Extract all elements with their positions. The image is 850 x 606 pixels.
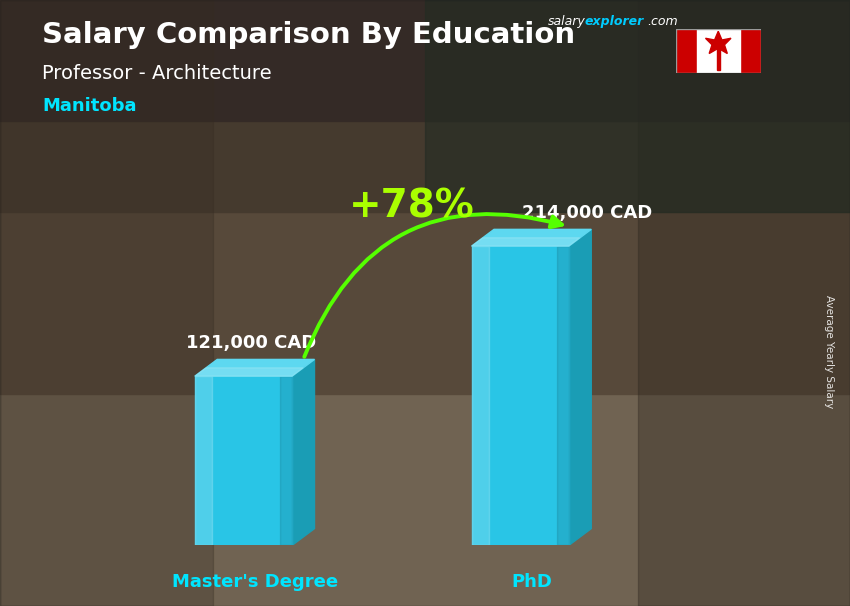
Text: explorer: explorer bbox=[585, 15, 644, 28]
Text: PhD: PhD bbox=[511, 573, 552, 591]
Polygon shape bbox=[195, 368, 303, 376]
Bar bbox=[0, 394, 850, 606]
Bar bbox=[740, 29, 761, 73]
Polygon shape bbox=[569, 229, 592, 545]
Text: .com: .com bbox=[648, 15, 678, 28]
Polygon shape bbox=[717, 48, 720, 70]
Bar bbox=[0, 121, 850, 212]
Bar bbox=[638, 0, 850, 606]
Polygon shape bbox=[292, 359, 314, 545]
Bar bbox=[0, 212, 850, 394]
Polygon shape bbox=[195, 376, 292, 545]
Text: Average Yearly Salary: Average Yearly Salary bbox=[824, 295, 834, 408]
Text: 214,000 CAD: 214,000 CAD bbox=[523, 204, 653, 222]
Bar bbox=[425, 0, 850, 212]
Bar bbox=[0, 0, 850, 121]
Polygon shape bbox=[557, 246, 569, 545]
Polygon shape bbox=[472, 238, 580, 246]
Bar bbox=[0, 0, 212, 606]
Bar bbox=[697, 29, 740, 73]
Polygon shape bbox=[472, 246, 489, 545]
Polygon shape bbox=[195, 359, 314, 376]
Text: +78%: +78% bbox=[348, 188, 474, 226]
Text: Salary Comparison By Education: Salary Comparison By Education bbox=[42, 21, 575, 49]
Polygon shape bbox=[195, 376, 212, 545]
Text: salary: salary bbox=[548, 15, 586, 28]
Polygon shape bbox=[706, 32, 731, 53]
Polygon shape bbox=[280, 376, 292, 545]
Bar bbox=[676, 29, 697, 73]
Text: 121,000 CAD: 121,000 CAD bbox=[186, 335, 316, 353]
Text: Manitoba: Manitoba bbox=[42, 97, 137, 115]
Text: Professor - Architecture: Professor - Architecture bbox=[42, 64, 272, 82]
Polygon shape bbox=[472, 229, 592, 246]
Text: Master's Degree: Master's Degree bbox=[172, 573, 337, 591]
Polygon shape bbox=[472, 246, 569, 545]
